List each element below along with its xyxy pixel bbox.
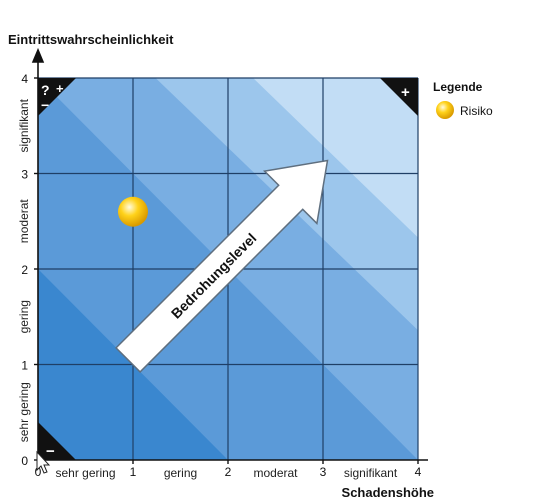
y-tick-label: 2: [21, 263, 28, 277]
x-band-labels: sehr gering gering moderat signifikant: [55, 466, 397, 480]
legend-title: Legende: [433, 80, 483, 94]
legend-risk-marker: [436, 101, 454, 119]
risk-points: [118, 196, 148, 227]
corner-markers: ? + − + −: [38, 78, 418, 460]
top-right-corner-mark: [380, 78, 418, 116]
minus-sign-top-left: −: [41, 97, 49, 113]
y-tick-label: 1: [21, 359, 28, 373]
y-band-label: moderat: [17, 199, 31, 244]
y-axis-arrowhead: [31, 47, 45, 63]
y-axis-title: Eintrittswahrscheinlichkeit: [8, 32, 174, 47]
x-tick-label: 3: [320, 465, 327, 479]
arrow-shape: [114, 159, 329, 374]
x-tick-label: 1: [130, 465, 137, 479]
legend-risk-label: Risiko: [460, 104, 493, 118]
y-band-label: sehr gering: [17, 382, 31, 442]
severity-bands: [38, 78, 418, 460]
x-band-label: gering: [164, 466, 197, 480]
top-left-corner-mark: [38, 78, 76, 116]
x-axis-title: Schadenshöhe: [342, 485, 434, 500]
y-tick-label: 0: [21, 454, 28, 468]
x-tick-label: 2: [225, 465, 232, 479]
risk-point: [118, 196, 148, 227]
axes: [31, 47, 428, 461]
x-band-label: moderat: [253, 466, 298, 480]
minus-sign-bottom-left: −: [46, 443, 55, 460]
plus-sign-top-right: +: [401, 84, 410, 101]
y-tick-label: 4: [21, 72, 28, 86]
x-band-label: sehr gering: [55, 466, 115, 480]
mouse-cursor-icon: [36, 450, 51, 474]
x-band-label: signifikant: [344, 466, 398, 480]
y-band-labels: sehr gering gering moderat signifikant: [17, 98, 31, 442]
plus-sign-top-left: +: [56, 81, 64, 96]
question-mark: ?: [41, 82, 50, 98]
y-band-label: signifikant: [17, 98, 31, 152]
legend: Legende Risiko: [433, 80, 493, 119]
x-tick-label: 4: [415, 465, 422, 479]
x-tick-label: 0: [35, 465, 42, 479]
y-tick-label: 3: [21, 168, 28, 182]
y-band-label: gering: [17, 300, 31, 333]
bottom-left-corner-mark: [38, 422, 76, 460]
